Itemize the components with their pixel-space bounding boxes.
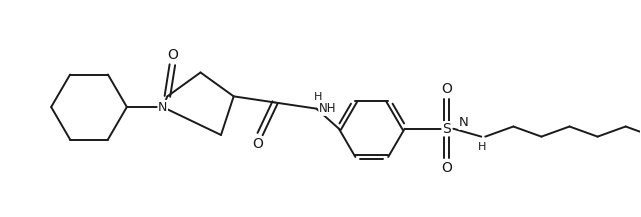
Text: O: O	[441, 161, 452, 175]
Text: H: H	[478, 141, 487, 151]
Text: NH: NH	[319, 102, 337, 115]
Text: N: N	[158, 100, 167, 113]
Text: H: H	[314, 92, 322, 102]
Text: S: S	[442, 122, 451, 136]
Text: O: O	[167, 48, 178, 62]
Text: O: O	[253, 137, 263, 151]
Text: O: O	[441, 82, 452, 96]
Text: N: N	[459, 116, 469, 129]
